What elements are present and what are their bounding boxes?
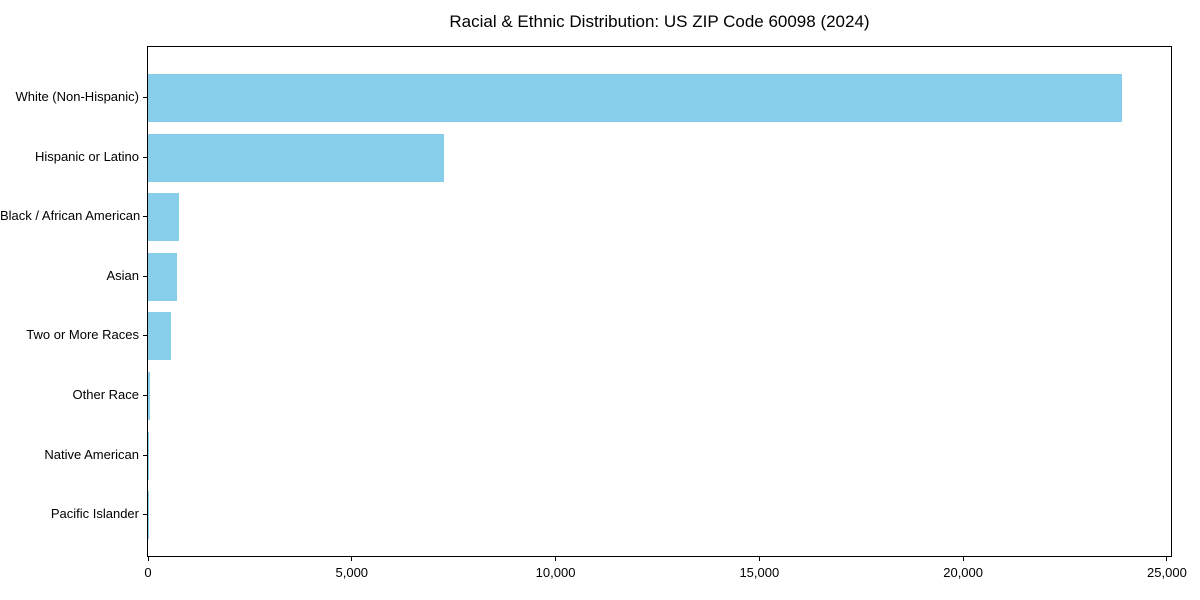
x-tick-mark xyxy=(147,557,149,561)
x-tick-label: 15,000 xyxy=(739,565,780,580)
x-tick-label: 0 xyxy=(144,565,152,580)
y-tick-label: Pacific Islander xyxy=(50,506,139,522)
y-tick-mark xyxy=(143,275,147,277)
x-tick-mark xyxy=(351,557,353,561)
bar-white-non-hispanic xyxy=(148,74,1123,122)
x-tick-mark xyxy=(1166,557,1168,561)
plot-area xyxy=(147,46,1172,557)
bar-two-or-more-races xyxy=(148,312,171,361)
x-tick-mark xyxy=(555,557,557,561)
y-tick-label: White (Non-Hispanic) xyxy=(15,89,139,104)
x-tick-mark xyxy=(962,557,964,561)
x-tick-label: 10,000 xyxy=(535,565,576,580)
x-tick-label: 5,000 xyxy=(335,565,369,580)
bar-black-african-american xyxy=(148,193,179,242)
y-tick-mark xyxy=(143,395,147,396)
y-tick-mark xyxy=(143,514,147,516)
bar-asian xyxy=(148,252,177,301)
bar-other-race xyxy=(148,372,150,420)
y-tick-mark xyxy=(143,97,147,98)
chart-title: Racial & Ethnic Distribution: US ZIP Cod… xyxy=(449,12,870,31)
y-tick-label: Two or More Races xyxy=(26,327,139,343)
bar-hispanic-or-latino xyxy=(148,133,444,182)
y-tick-mark xyxy=(143,216,147,218)
x-tick-mark xyxy=(758,557,760,561)
y-tick-label: Black / African American xyxy=(0,208,141,224)
x-tick-label: 25,000 xyxy=(1147,565,1187,580)
y-tick-label: Native American xyxy=(44,446,139,462)
y-tick-label: Hispanic or Latino xyxy=(34,148,139,164)
y-tick-mark xyxy=(143,156,147,158)
bar-native-american xyxy=(148,431,149,480)
y-tick-label: Other Race xyxy=(72,387,139,402)
y-tick-mark xyxy=(143,335,147,337)
y-tick-mark xyxy=(143,454,147,456)
x-tick-label: 20,000 xyxy=(943,565,983,580)
y-tick-label: Asian xyxy=(106,267,139,283)
